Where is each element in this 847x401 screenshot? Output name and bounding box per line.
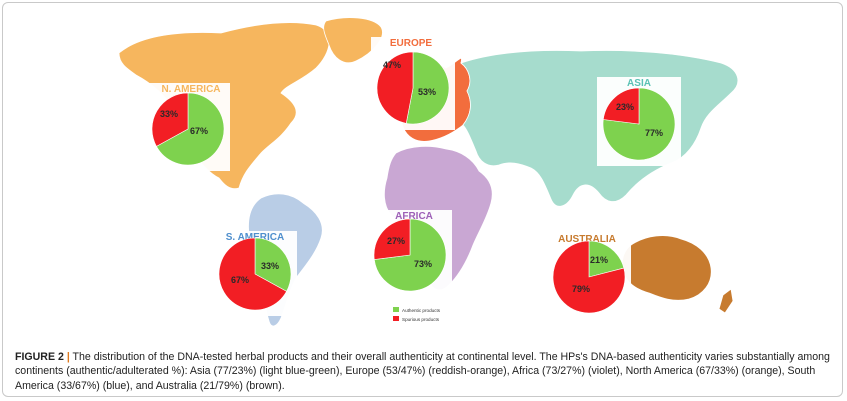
pie-title: AFRICA (395, 211, 433, 222)
pie-title: EUROPE (390, 38, 433, 49)
legend-label-authentic: Authentic products (402, 308, 441, 313)
pie-asia: ASIA 77% 23% (597, 77, 681, 166)
pie-label-authentic: 73% (414, 259, 432, 269)
caption-separator: | (66, 351, 70, 363)
pie-slice-authentic (602, 87, 676, 161)
pie-label-authentic: 33% (261, 261, 279, 271)
pie-label-spurious: 23% (616, 102, 634, 112)
legend-box (389, 304, 463, 326)
greenland-shape (323, 17, 383, 64)
pie-label-spurious: 79% (572, 284, 590, 294)
pie-label-spurious: 47% (383, 60, 401, 70)
pie-slice-spurious (376, 51, 414, 124)
pie-title: N. AMERICA (161, 84, 220, 95)
pie-europe: EUROPE 53% 47% (371, 37, 455, 130)
world-map-svg: EUROPE 53% 47% N. AMERICA 67% 33% ASIA 77% 23% AF… (118, 17, 739, 327)
australia-shape (621, 235, 712, 301)
new-zealand-shape (718, 288, 734, 314)
pie-slice-authentic (254, 237, 292, 292)
pie-slice-authentic (588, 240, 625, 278)
figure-caption: FIGURE 2 | The distribution of the DNA-t… (15, 350, 837, 393)
pie-slice-spurious (552, 240, 626, 314)
pie-slice-spurious (602, 87, 640, 125)
legend-swatch-authentic (393, 307, 399, 312)
pie-australia: AUSTRALIA 21% 79% (547, 233, 631, 319)
world-map-chart: EUROPE 53% 47% N. AMERICA 67% 33% ASIA 77% 23% AF… (111, 13, 751, 335)
pie-title: ASIA (627, 78, 651, 89)
pie-title: AUSTRALIA (558, 234, 616, 245)
pie-label-spurious: 67% (231, 275, 249, 285)
pie-label-authentic: 77% (645, 128, 663, 138)
pie-label-spurious: 33% (160, 109, 178, 119)
legend-label-spurious: Spurious products (402, 317, 440, 322)
pie-slice-spurious (151, 92, 189, 147)
pie-label-authentic: 53% (418, 87, 436, 97)
pie-title: S. AMERICA (226, 232, 285, 243)
pie-slice-authentic (156, 92, 225, 166)
pie-label-spurious: 27% (387, 236, 405, 246)
figure-label: FIGURE 2 (15, 351, 64, 363)
pie-slice-spurious (218, 237, 287, 311)
pie-label-authentic: 67% (190, 126, 208, 136)
pie-label-authentic: 21% (590, 255, 608, 265)
pie-n-america: N. AMERICA 67% 33% (146, 83, 230, 171)
legend-swatch-spurious (393, 316, 399, 321)
pie-s-america: S. AMERICA 33% 67% (213, 231, 297, 316)
pie-slice-spurious (373, 218, 411, 260)
caption-text: The distribution of the DNA-tested herba… (15, 351, 830, 392)
pie-slice-authentic (405, 51, 450, 125)
pie-africa: AFRICA 73% 27% (368, 210, 452, 297)
figure-frame: EUROPE 53% 47% N. AMERICA 67% 33% ASIA 77% 23% AF… (2, 2, 843, 397)
